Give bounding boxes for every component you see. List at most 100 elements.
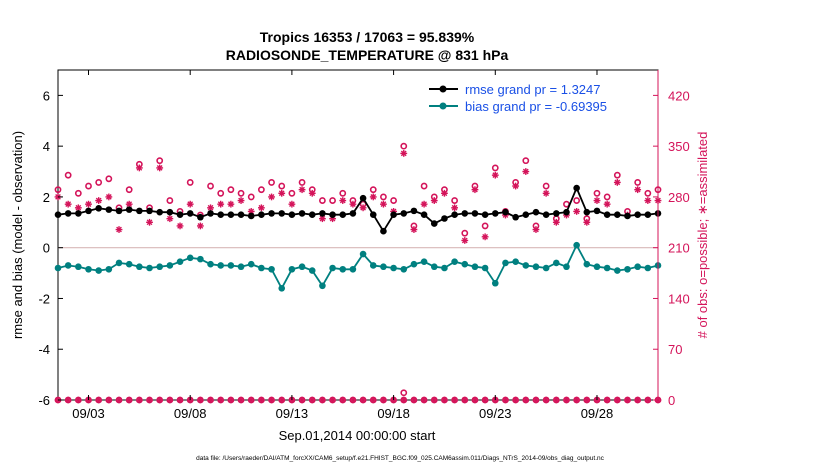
obs-zero-assimilated-marker: [502, 396, 509, 404]
bias-point: [176, 258, 184, 265]
rmse-point: [349, 210, 357, 217]
rmse-point: [278, 210, 286, 217]
obs-assimilated-marker: [196, 222, 204, 230]
rmse-point: [85, 207, 92, 215]
obs-possible-marker: [237, 189, 245, 197]
obs-possible-marker: [74, 189, 82, 197]
x-tick-label: 09/23: [479, 406, 512, 421]
obs-zero-assimilated-marker: [553, 396, 560, 404]
obs-assimilated-marker: [593, 197, 601, 204]
bias-point: [593, 263, 601, 271]
y-left-tick-label: -4: [38, 342, 50, 357]
obs-zero-assimilated-marker: [451, 396, 458, 404]
obs-zero-assimilated-marker: [217, 396, 224, 404]
rmse-point: [176, 211, 184, 218]
obs-zero-assimilated-marker: [400, 396, 407, 404]
rmse-point: [471, 210, 479, 217]
rmse-point: [136, 207, 143, 215]
obs-possible-marker: [85, 182, 92, 190]
obs-zero-assimilated-marker: [532, 396, 540, 404]
bias-point: [380, 263, 387, 271]
rmse-point: [603, 211, 611, 218]
obs-possible-marker: [186, 179, 194, 186]
obs-zero-assimilated-marker: [227, 396, 235, 404]
axis-layer: -6 -4 -2 0 2 4 6 0 70 140 210 280 350 420 09/03 09/08 09…: [38, 70, 690, 421]
obs-assimilated-marker: [451, 204, 459, 212]
obs-zero-assimilated-marker: [176, 396, 184, 404]
bias-point: [583, 260, 591, 268]
rmse-point: [634, 211, 641, 218]
bias-point: [430, 263, 438, 271]
bias-point: [400, 265, 408, 273]
y-axis-right-label: # of obs: o=possible; ∗=assimilated: [695, 132, 710, 339]
obs-possible-marker: [95, 179, 103, 186]
obs-assimilated-marker: [268, 193, 275, 201]
obs-possible-marker: [593, 189, 601, 197]
obs-possible-marker: [339, 189, 347, 197]
obs-zero-assimilated-marker: [319, 396, 326, 404]
obs-zero-assimilated-marker: [359, 396, 367, 404]
x-axis-label: Sep.01,2014 00:00:00 start: [279, 428, 436, 443]
rmse-point: [410, 207, 418, 215]
obs-zero-assimilated-marker: [156, 396, 163, 404]
obs-assimilated-marker: [308, 189, 316, 197]
bias-point: [298, 263, 306, 271]
rmse-point: [553, 210, 560, 217]
obs-possible-marker: [54, 186, 62, 194]
obs-assimilated-marker: [634, 186, 642, 194]
bias-point: [349, 265, 357, 273]
bias-point: [85, 265, 92, 273]
obs-assimilated-marker: [369, 193, 377, 201]
y-right-tick-label: 420: [668, 88, 690, 103]
obs-possible-marker: [329, 197, 336, 204]
obs-assimilated-marker: [115, 226, 123, 233]
obs-assimilated-marker: [156, 164, 164, 172]
rmse-point: [258, 211, 265, 218]
obs-assimilated-marker: [146, 218, 153, 226]
obs-assimilated-marker: [339, 197, 347, 204]
y-left-tick-label: -6: [38, 393, 50, 408]
y-left-tick-label: -2: [38, 291, 50, 306]
rmse-point: [430, 220, 438, 227]
obs-zero-assimilated-marker: [309, 396, 316, 404]
obs-assimilated-marker: [420, 200, 428, 208]
obs-assimilated-marker: [85, 200, 92, 208]
bias-point: [197, 255, 204, 263]
obs-zero-assimilated-marker: [563, 396, 570, 404]
bias-point: [247, 260, 255, 268]
obs-assimilated-marker: [278, 189, 286, 197]
rmse-point: [64, 210, 72, 217]
obs-assimilated-marker: [400, 150, 408, 157]
obs-zero-assimilated-marker: [420, 396, 428, 404]
y-right-tick-label: 350: [668, 139, 690, 154]
bias-point: [237, 263, 245, 271]
obs-zero-assimilated-marker: [105, 396, 113, 404]
obs-zero-assimilated-marker: [614, 396, 621, 404]
obs-assimilated-marker: [298, 186, 306, 194]
obs-assimilated-marker: [74, 204, 82, 212]
obs-possible-marker: [64, 171, 72, 179]
x-tick-label: 09/08: [174, 406, 207, 421]
rmse-point: [95, 205, 102, 212]
rmse-point: [247, 212, 255, 220]
chart-title: Tropics 16353 / 17063 = 95.839%: [260, 29, 475, 45]
legend-rmse-marker: [439, 85, 447, 93]
obs-assimilated-marker: [176, 222, 184, 230]
obs-zero-assimilated-marker: [248, 396, 255, 404]
bias-point: [481, 264, 489, 272]
obs-zero-assimilated-marker: [75, 396, 82, 404]
y-left-tick-label: 4: [43, 139, 50, 154]
obs-possible-marker: [573, 197, 581, 204]
obs-zero-assimilated-marker: [166, 396, 174, 404]
obs-possible-marker: [491, 164, 499, 172]
obs-zero-assimilated-marker: [512, 396, 519, 404]
obs-assimilated-marker: [603, 200, 611, 208]
bias-point: [288, 265, 296, 273]
obs-assimilated-marker: [237, 197, 245, 204]
rmse-point: [624, 212, 631, 220]
y-left-tick-label: 2: [43, 190, 50, 205]
bias-point: [359, 250, 367, 258]
obs-zero-assimilated-marker: [268, 396, 275, 404]
bias-point: [461, 260, 469, 268]
rmse-point: [502, 208, 509, 216]
